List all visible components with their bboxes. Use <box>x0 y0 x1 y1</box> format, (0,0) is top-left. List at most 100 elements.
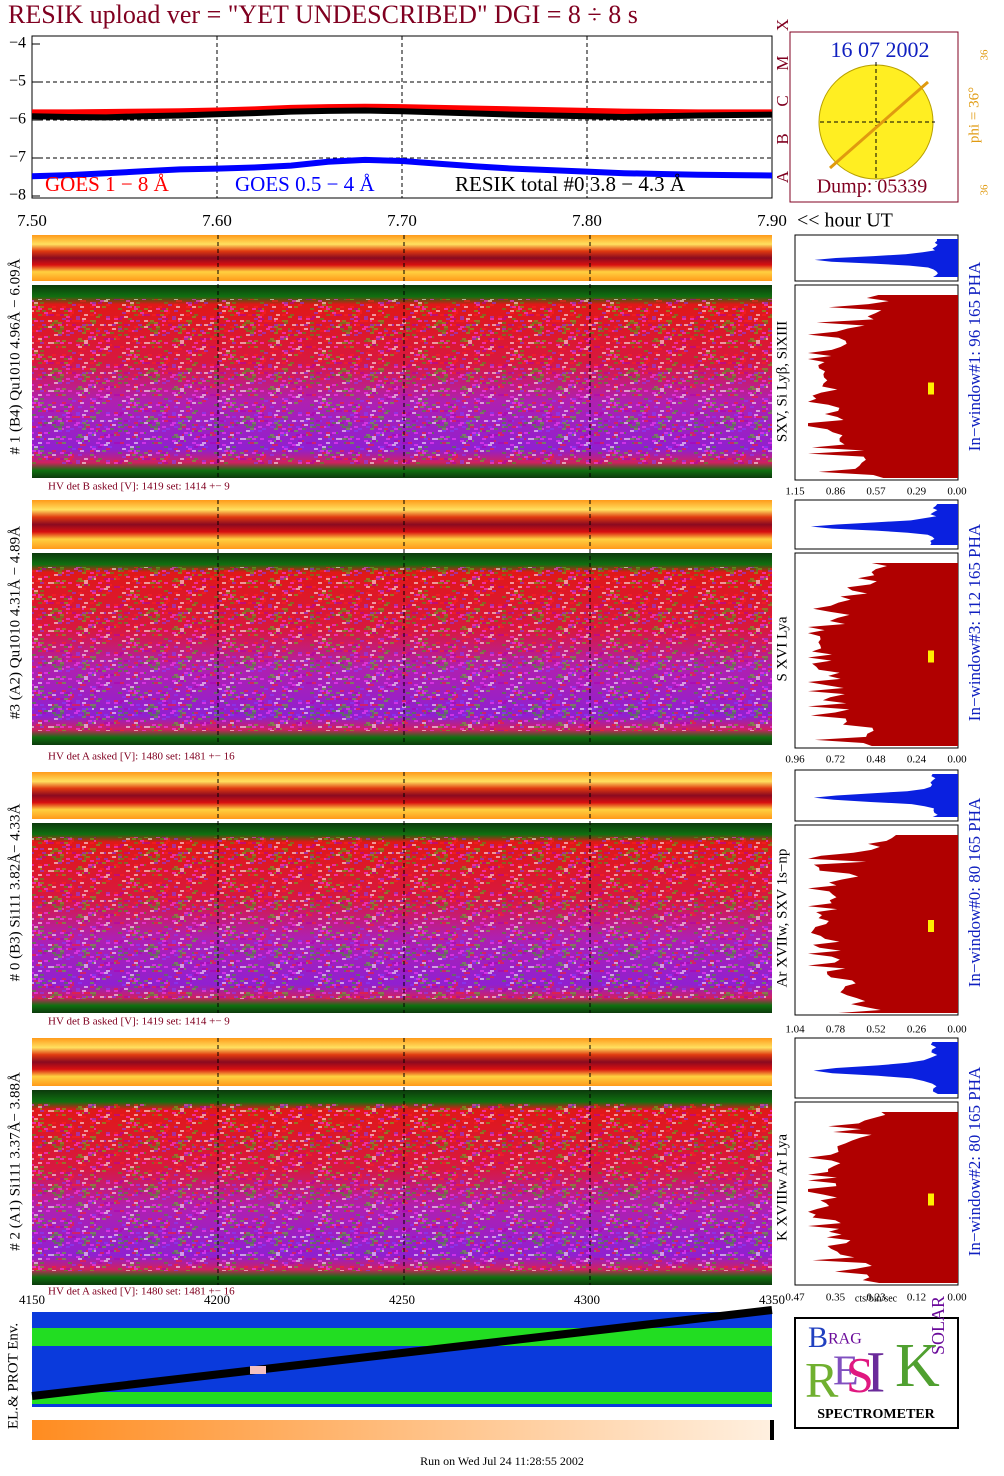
pha-tick-label: 0.00 <box>947 486 967 498</box>
wavelength-tick: 4350 <box>759 1292 785 1307</box>
y-tick-label: −6 <box>9 111 26 128</box>
window-label: In−window#3: 112 165 PHA <box>965 523 984 721</box>
pha-tick-label: 0.29 <box>907 486 927 498</box>
x-axis-label: << hour UT <box>797 210 893 232</box>
pha-shape <box>813 1042 958 1094</box>
goes-class: M <box>773 55 792 70</box>
line-label: S XVI Lya <box>774 616 790 681</box>
title: RESIK upload ver = "YET UNDESCRIBED" DGI… <box>8 0 638 29</box>
sun-angle: 36 <box>979 49 991 61</box>
wavelength-tick: 4150 <box>19 1292 45 1307</box>
env-marker <box>250 1366 266 1374</box>
hist-shape <box>808 563 958 746</box>
series-line <box>31 107 773 121</box>
logo-subtitle: SPECTROMETER <box>817 1407 935 1422</box>
pha-tick-label: 0.47 <box>785 1292 805 1304</box>
hist-shape <box>808 835 958 1013</box>
logo-letter: RAG <box>828 1331 862 1348</box>
wavelength-tick: 4200 <box>204 1292 230 1307</box>
panel-label: # 1 (B4) Qu1010 4.96Å − 6.09Å <box>7 258 23 454</box>
goes-class: B <box>773 133 792 144</box>
y-tick-label: −7 <box>9 149 26 166</box>
env-line <box>31 1306 773 1400</box>
panel-label: # 0 (B3) Si111 3.82Å− 4.33Å <box>7 803 23 981</box>
pha-tick-label: 0.48 <box>866 754 886 766</box>
pha-tick-label: 0.24 <box>907 754 927 766</box>
sun-date: 16 07 2002 <box>831 37 930 62</box>
x-tick-label: 7.90 <box>757 211 787 230</box>
pha-tick-label: 0.96 <box>785 754 805 766</box>
y-tick-label: −5 <box>9 73 26 90</box>
logo-letter: R <box>805 1351 839 1407</box>
sun-frame <box>789 31 959 203</box>
strip <box>32 772 772 819</box>
orange-bar-end <box>770 1420 774 1440</box>
pha-tick-label: 0.00 <box>947 754 967 766</box>
logo-letter: E <box>833 1349 859 1395</box>
pha-tick-label: 0.00 <box>947 1024 967 1036</box>
pha-unit: cts/bin/sec <box>855 1293 898 1304</box>
env-label: EL.& PROT Env. <box>5 1323 21 1429</box>
series-line <box>32 103 772 116</box>
hist-marker <box>928 1193 934 1206</box>
pha-tick-label: 0.26 <box>907 1024 927 1036</box>
pha-tick-label: 0.86 <box>826 486 846 498</box>
strip <box>32 1038 772 1086</box>
hist-shape <box>808 295 958 478</box>
window-label: In−window#1: 96 165 PHA <box>965 261 984 451</box>
pha-tick-label: 0.78 <box>826 1024 846 1036</box>
legend-entry: RESIK total #0 3.8 − 4.3 Å <box>455 172 686 196</box>
hv-label: HV det B asked [V]: 1419 set: 1414 +− 9 <box>48 1016 230 1028</box>
logo-letter: S <box>846 1346 874 1402</box>
logo-letter: B <box>808 1321 828 1354</box>
pha-tick-label: 0.72 <box>826 754 845 766</box>
x-tick-label: 7.50 <box>17 211 47 230</box>
hv-label: HV det A asked [V]: 1480 set: 1481 +− 16 <box>48 751 235 763</box>
footer: Run on Wed Jul 24 11:28:55 2002 <box>420 1454 584 1468</box>
pha-tick-label: 0.52 <box>866 1024 885 1036</box>
pha-shape <box>814 239 958 277</box>
pha-tick-label: 0.23 <box>866 1292 886 1304</box>
sun-angle: 36 <box>979 184 991 196</box>
panel-label: # 2 (A1) Si111 3.37Å− 3.88Å <box>7 1072 23 1251</box>
window-label: In−window#2: 80 165 PHA <box>965 1066 984 1256</box>
spectrogram-texture <box>32 837 772 999</box>
pha-tick-label: 0.35 <box>826 1292 846 1304</box>
x-tick-label: 7.60 <box>202 211 232 230</box>
x-tick-label: 7.80 <box>572 211 602 230</box>
wavelength-tick: 4250 <box>389 1292 415 1307</box>
line-label: SXV, Si Lyβ, SiXIII <box>774 321 790 442</box>
pha-tick-label: 0.57 <box>866 486 886 498</box>
wavelength-tick: 4300 <box>574 1292 600 1307</box>
window-label: In−window#0: 80 165 PHA <box>965 797 984 987</box>
x-tick-label: 7.70 <box>387 211 417 230</box>
hv-label: HV det B asked [V]: 1419 set: 1414 +− 9 <box>48 481 230 493</box>
series-line <box>31 156 773 180</box>
logo-letter: I <box>866 1339 885 1404</box>
pha-tick-label: 1.15 <box>785 486 805 498</box>
pha-tick-label: 1.04 <box>785 1024 805 1036</box>
panel-label: #3 (A2) Qu1010 4.31Å − 4.89Å <box>7 526 23 719</box>
line-label: K XVIIIw Ar Lya <box>774 1134 790 1241</box>
pha-shape <box>810 504 958 545</box>
logo-letter: K <box>895 1332 940 1400</box>
y-tick-label: −8 <box>9 187 26 204</box>
hv-label: HV det A asked [V]: 1480 set: 1481 +− 16 <box>48 1286 235 1298</box>
hist-shape <box>808 1112 958 1283</box>
orange-bar <box>32 1420 772 1440</box>
strip <box>32 500 772 549</box>
line-label: Ar XVIIw, SXV 1s−np <box>774 849 790 988</box>
sun-arrow <box>829 80 929 170</box>
hist-marker <box>928 920 934 932</box>
y-tick-label: −4 <box>9 35 26 52</box>
sun-phi: phi = 36° <box>966 87 982 143</box>
legend-entry: GOES 0.5 − 4 Å <box>235 172 375 196</box>
logo-letter: SOLAR <box>928 1296 948 1355</box>
goes-class: C <box>773 95 792 106</box>
strip <box>32 235 772 281</box>
hist-marker <box>928 650 934 663</box>
legend-entry: GOES 1 − 8 Å <box>45 172 170 196</box>
spectrogram-texture <box>32 567 772 731</box>
